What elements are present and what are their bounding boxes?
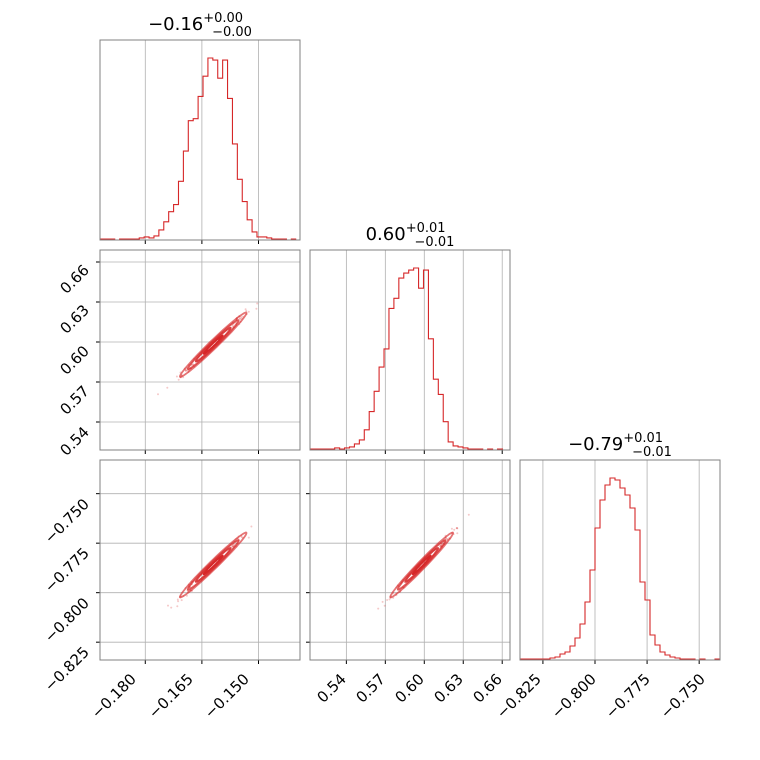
density-contour [389,531,455,599]
scatter-point [456,527,459,530]
y-tick-label: 0.54 [56,423,92,459]
x-tick-labels-param-2: −0.825 −0.800 −0.775 −0.750 [493,670,709,722]
scatter-point [231,545,234,548]
scatter-point [247,536,250,539]
density-contour [396,539,447,591]
scatter-point [247,310,250,313]
axes-frame [309,459,511,661]
axes-frame [519,459,721,661]
scatter-point [455,527,458,530]
y-tick-labels-param-2: −0.825 −0.800 −0.775 −0.750 [41,495,93,695]
density-contour [186,539,240,591]
scatter-panel-param1-vs-param0 [96,249,301,454]
scatter-point [231,545,234,548]
scatter-point [383,604,386,607]
x-tick-label: −0.775 [602,670,654,722]
density-contour [404,547,440,583]
x-tick-label: −0.150 [201,670,253,722]
y-tick-label: −0.825 [41,643,93,695]
scatter-point [176,605,179,608]
y-tick-label: 0.66 [56,261,92,297]
scatter-point [177,378,180,381]
x-tick-label: −0.165 [145,670,197,722]
density-contour [186,319,240,371]
title-param-2: −0.79+0.01 −0.01 [568,431,672,460]
axes-frame [99,39,301,241]
scatter-point [167,604,169,607]
scatter-point [185,594,188,597]
histogram-step-line [310,267,508,451]
density-contour [178,531,248,599]
scatter-point [456,532,459,535]
scatter-point [180,599,183,602]
scatter-point [467,513,470,516]
scatter-point [245,310,248,312]
scatter-point [446,538,449,540]
scatter-point [176,598,179,601]
y-tick-label: 0.57 [56,382,92,418]
axes-frame [99,249,301,451]
histogram-step-line [100,57,297,241]
scatter-point [386,599,389,601]
histogram-panel-param-2 [519,459,721,664]
y-tick-label: −0.800 [41,594,93,646]
scatter-point [185,370,187,372]
scatter-panel-param2-vs-param1 [306,459,511,664]
scatter-point [456,527,458,529]
scatter-point [166,386,169,389]
density-contour [202,334,224,355]
scatter-point [244,308,247,311]
scatter-point [175,375,178,378]
density-contour [194,547,232,583]
y-tick-label: 0.60 [56,342,92,378]
scatter-panel-param2-vs-param0 [96,459,301,664]
y-tick-labels-param-1: 0.54 0.57 0.60 0.63 0.66 [56,261,92,459]
scatter-point [381,600,384,603]
scatter-point [157,393,159,396]
x-tick-label: 0.60 [391,670,427,706]
scatter-point [170,606,173,609]
x-tick-label: 0.54 [313,670,349,706]
density-contour [411,554,432,576]
scatter-point [238,317,241,320]
density-contour [178,311,248,378]
scatter-point [177,600,180,603]
y-tick-label: −0.775 [41,544,93,596]
scatter-point [388,598,391,601]
scatter-point [250,525,253,528]
scatter-point [240,316,243,319]
scatter-point [256,302,259,305]
scatter-point [439,544,442,547]
scatter-point [377,607,380,610]
scatter-point [240,536,243,538]
x-tick-label: 0.57 [352,670,388,706]
x-tick-label: −0.750 [657,670,709,722]
histogram-step-line [520,477,720,661]
x-tick-label: −0.800 [548,670,600,722]
y-tick-label: 0.63 [56,301,92,337]
x-tick-label: −0.180 [88,670,140,722]
scatter-point [453,528,456,531]
title-param-0: −0.16+0.00 −0.00 [148,11,252,40]
axes-frame [309,249,511,451]
x-tick-label: 0.63 [430,670,466,706]
title-param-1: 0.60+0.01 −0.01 [366,221,455,250]
scatter-point [450,527,453,530]
scatter-point [239,318,242,320]
x-tick-labels-param-1: 0.54 0.57 0.60 0.63 0.66 [313,670,505,706]
scatter-point [255,307,258,310]
histogram-panel-param-0 [99,39,301,244]
axes-frame [99,459,301,661]
histogram-panel-param-1 [309,249,511,454]
density-contour [194,326,232,363]
x-tick-labels-param-0: −0.180 −0.165 −0.150 [88,670,253,722]
y-tick-label: −0.750 [41,495,93,547]
density-contour [202,554,224,576]
